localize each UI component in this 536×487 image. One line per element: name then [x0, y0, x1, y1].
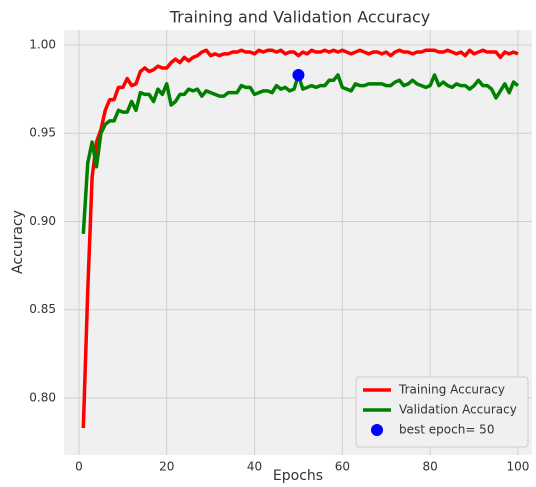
y-tick-label: 0.85 [29, 302, 56, 316]
y-tick-label: 1.00 [29, 38, 56, 52]
legend-label: best epoch= 50 [399, 423, 494, 437]
legend-label: Validation Accuracy [399, 403, 517, 417]
x-tick-label: 0 [75, 460, 83, 474]
y-tick-label: 0.95 [29, 126, 56, 140]
x-axis-label: Epochs [273, 468, 323, 484]
x-tick-label: 40 [247, 460, 262, 474]
x-tick-label: 80 [423, 460, 438, 474]
x-tick-label: 20 [159, 460, 174, 474]
x-tick-label: 100 [506, 460, 529, 474]
best-point [292, 69, 305, 82]
legend-swatch [371, 424, 383, 436]
series-line [81, 73, 520, 234]
y-axis-label: Accuracy [10, 210, 26, 274]
legend-label: Training Accuracy [398, 383, 505, 397]
x-tick-label: 60 [335, 460, 350, 474]
y-tick-label: 0.80 [29, 390, 56, 404]
chart-title: Training and Validation Accuracy [169, 8, 431, 27]
legend-box [355, 376, 529, 448]
y-tick-label: 0.90 [29, 214, 56, 228]
series-line [81, 48, 519, 429]
